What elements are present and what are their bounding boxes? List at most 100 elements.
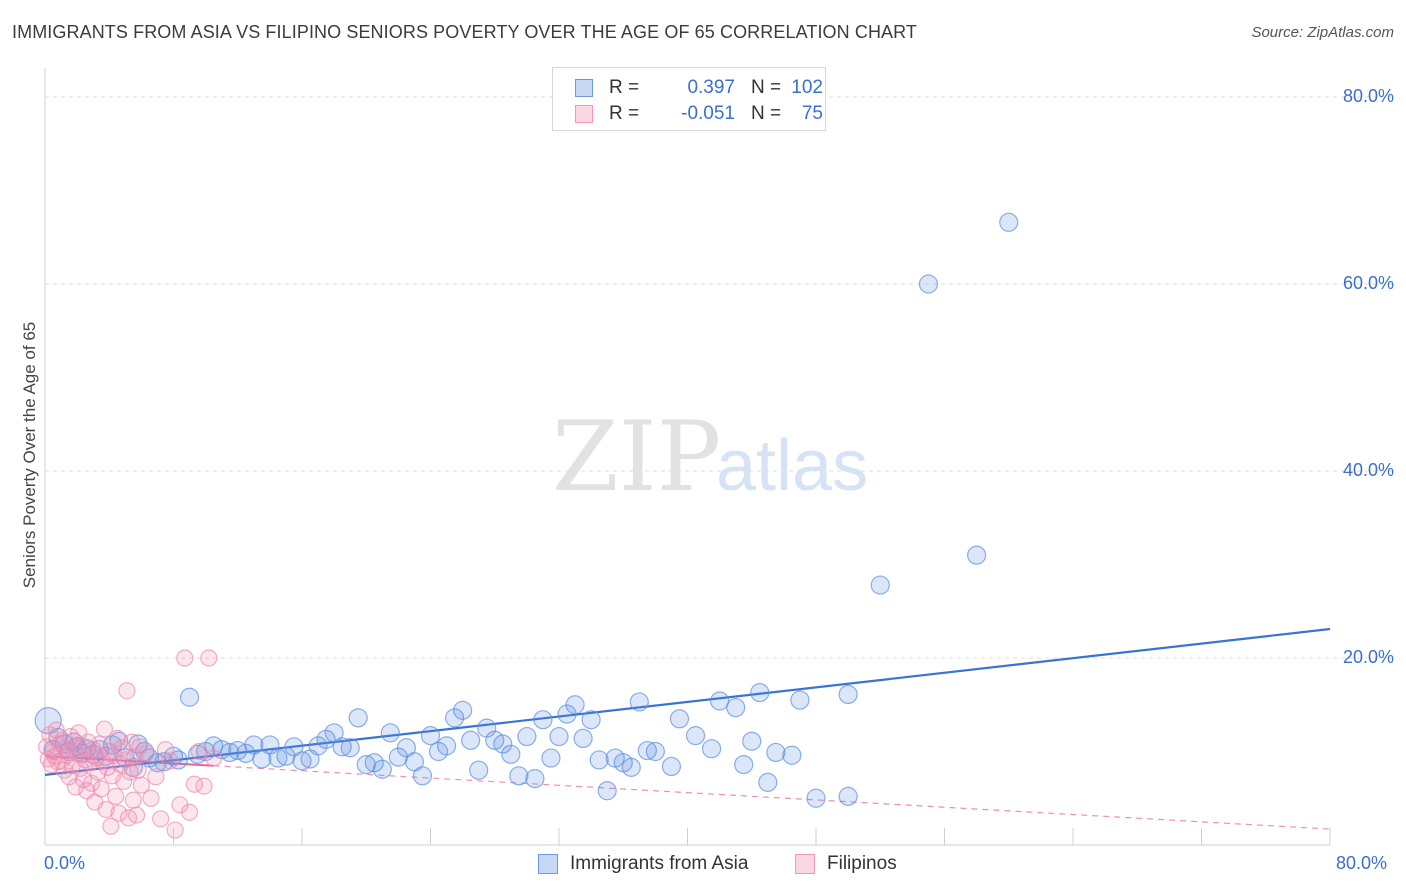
data-point[interactable] bbox=[517, 726, 537, 747]
legend-n-value: 75 bbox=[801, 103, 823, 124]
data-point[interactable] bbox=[637, 740, 657, 761]
data-point[interactable] bbox=[726, 697, 746, 718]
data-point[interactable] bbox=[348, 708, 368, 728]
data-point[interactable] bbox=[629, 692, 649, 712]
data-point[interactable] bbox=[47, 721, 65, 739]
data-point[interactable] bbox=[74, 770, 93, 789]
data-point[interactable] bbox=[205, 749, 223, 767]
data-point[interactable] bbox=[127, 806, 146, 824]
data-point[interactable] bbox=[493, 734, 513, 754]
data-point[interactable] bbox=[621, 757, 641, 777]
data-point[interactable] bbox=[124, 791, 142, 809]
data-point[interactable] bbox=[701, 739, 722, 759]
data-point[interactable] bbox=[220, 742, 240, 763]
data-point[interactable] bbox=[65, 741, 83, 760]
data-point[interactable] bbox=[999, 212, 1019, 232]
data-point[interactable] bbox=[195, 777, 213, 795]
data-point[interactable] bbox=[200, 649, 218, 667]
data-point[interactable] bbox=[573, 728, 593, 749]
data-point[interactable] bbox=[176, 649, 194, 667]
data-point[interactable] bbox=[461, 730, 481, 750]
data-point[interactable] bbox=[166, 821, 184, 839]
data-point[interactable] bbox=[782, 745, 802, 765]
data-point[interactable] bbox=[565, 695, 585, 715]
data-point[interactable] bbox=[685, 726, 706, 746]
data-point[interactable] bbox=[161, 752, 179, 770]
data-point[interactable] bbox=[790, 690, 810, 710]
data-point[interactable] bbox=[110, 804, 128, 822]
data-point[interactable] bbox=[190, 742, 208, 761]
data-point[interactable] bbox=[806, 788, 826, 808]
data-point[interactable] bbox=[453, 700, 473, 720]
data-point[interactable] bbox=[95, 720, 114, 738]
data-point[interactable] bbox=[107, 787, 125, 805]
data-point[interactable] bbox=[131, 738, 149, 756]
data-point[interactable] bbox=[316, 729, 336, 749]
data-point[interactable] bbox=[581, 710, 601, 730]
data-point[interactable] bbox=[967, 545, 987, 565]
data-point[interactable] bbox=[766, 742, 786, 763]
data-point[interactable] bbox=[420, 726, 441, 746]
data-point[interactable] bbox=[589, 750, 609, 770]
data-point[interactable] bbox=[549, 726, 569, 747]
data-point[interactable] bbox=[710, 691, 730, 711]
data-point[interactable] bbox=[34, 707, 62, 735]
data-point[interactable] bbox=[412, 766, 433, 786]
data-point[interactable] bbox=[750, 682, 770, 703]
data-point[interactable] bbox=[661, 756, 682, 777]
stats-legend: R = 0.397 N = 102 R = -0.051 N = 75 bbox=[552, 67, 826, 131]
x-tick-label: 0.0% bbox=[44, 853, 86, 873]
data-point[interactable] bbox=[469, 760, 489, 780]
data-point[interactable] bbox=[340, 738, 360, 758]
data-point[interactable] bbox=[92, 780, 110, 798]
bottom-legend-swatch-asia bbox=[538, 854, 558, 874]
data-point[interactable] bbox=[444, 708, 465, 728]
data-point[interactable] bbox=[597, 781, 617, 801]
data-point[interactable] bbox=[525, 769, 545, 789]
data-point[interactable] bbox=[129, 761, 147, 779]
data-point[interactable] bbox=[292, 751, 312, 771]
data-point[interactable] bbox=[918, 274, 939, 294]
data-point[interactable] bbox=[152, 810, 170, 828]
data-point[interactable] bbox=[509, 766, 529, 786]
data-point[interactable] bbox=[372, 759, 392, 779]
data-point[interactable] bbox=[838, 684, 858, 705]
data-point[interactable] bbox=[533, 710, 553, 730]
data-point[interactable] bbox=[380, 723, 400, 743]
legend-r-label: R = bbox=[609, 103, 640, 124]
data-point[interactable] bbox=[179, 687, 200, 707]
data-point[interactable] bbox=[137, 744, 155, 762]
data-point[interactable] bbox=[332, 737, 352, 757]
bottom-legend-swatch-filipinos bbox=[795, 854, 815, 874]
data-point[interactable] bbox=[126, 748, 144, 766]
data-point[interactable] bbox=[147, 768, 165, 786]
data-point[interactable] bbox=[97, 800, 115, 819]
data-point[interactable] bbox=[541, 748, 561, 768]
data-point[interactable] bbox=[870, 575, 890, 595]
data-point[interactable] bbox=[742, 731, 762, 751]
data-point[interactable] bbox=[118, 682, 136, 700]
data-point[interactable] bbox=[102, 817, 120, 835]
data-point[interactable] bbox=[308, 736, 328, 756]
watermark-atlas: atlas bbox=[716, 426, 868, 506]
data-point[interactable] bbox=[758, 772, 778, 792]
data-point[interactable] bbox=[501, 744, 521, 764]
data-point[interactable] bbox=[364, 753, 384, 773]
legend-r-value: 0.397 bbox=[687, 77, 735, 98]
data-point[interactable] bbox=[180, 803, 199, 821]
data-point[interactable] bbox=[734, 754, 754, 775]
data-point[interactable] bbox=[838, 786, 858, 806]
data-point[interactable] bbox=[71, 759, 89, 777]
data-point[interactable] bbox=[142, 789, 160, 807]
data-point[interactable] bbox=[156, 741, 175, 759]
data-point[interactable] bbox=[132, 776, 150, 794]
data-point[interactable] bbox=[268, 748, 288, 768]
data-point[interactable] bbox=[669, 709, 690, 729]
legend-r-value: -0.051 bbox=[681, 103, 735, 124]
data-point[interactable] bbox=[436, 736, 457, 756]
legend-n-label: N = bbox=[751, 103, 782, 124]
data-point[interactable] bbox=[62, 727, 80, 746]
data-point[interactable] bbox=[645, 741, 665, 762]
data-point[interactable] bbox=[115, 772, 133, 791]
